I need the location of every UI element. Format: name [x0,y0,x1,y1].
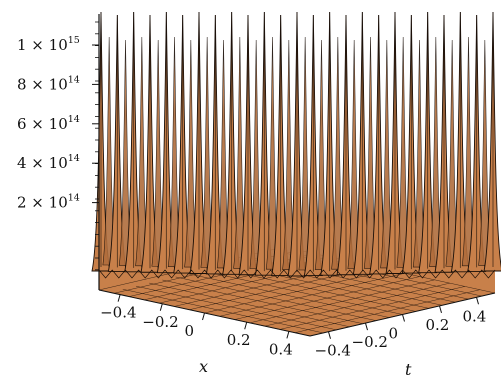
x-tick-label-0: −0.4 [100,304,136,322]
t-tick-3 [439,305,442,314]
x-tick-label-2: 0 [185,322,195,340]
floor-line-a-11 [264,282,450,327]
floor-line-a-12 [279,286,465,330]
t-tick-label-0: −0.4 [315,342,351,360]
surface-rim [98,269,496,279]
z-tick-label-2: 6 × 1014 [17,114,80,133]
floor-line-b-4 [162,279,363,324]
z-axis: 2 × 1014 4 × 1014 6 × 1014 8 × 1014 1 × 1015 [17,14,100,290]
t-axis: −0.4 −0.2 0 0.2 0.4 [309,292,496,360]
x-tick-label-1: −0.2 [142,313,178,331]
t-tick-0 [328,331,331,339]
x-tick-1 [159,303,163,311]
t-tick-label-4: 0.4 [463,307,487,325]
floor-line-b-2 [135,285,337,331]
surface [91,11,501,337]
floor-line-b-7 [201,270,403,315]
t-tick-4 [476,297,479,305]
floor-line-b-5 [175,276,377,321]
floor-line-a-13 [294,289,480,333]
z-tick-label-0: 2 × 1014 [17,193,80,212]
x-axis-label: x [199,357,208,376]
floor-line-b-6 [188,273,390,318]
x-tick-4 [286,331,290,339]
spikes [91,11,501,277]
floor-line-a-8 [219,273,405,317]
x-tick-label-4: 0.4 [269,340,293,358]
t-tick-1 [365,322,368,331]
x-tick-label-3: 0.2 [227,331,251,349]
t-tick-label-3: 0.2 [426,316,450,334]
x-tick-0 [117,294,121,302]
z-tick-label-4: 1 × 1015 [17,35,80,54]
x-tick-2 [202,312,205,321]
t-tick-2 [402,314,405,322]
floor-line-a-10 [249,279,435,324]
z-tick-label-1: 4 × 1014 [17,153,80,172]
t-tick-label-1: −0.2 [352,333,388,351]
floor-line-b-1 [122,288,324,334]
floor-line-b-3 [149,282,350,328]
t-tick-label-2: 0 [389,325,399,343]
t-axis-label: t [405,360,412,379]
x-tick-3 [244,322,248,330]
z-tick-label-3: 8 × 1014 [17,74,80,93]
floor-line-a-9 [234,276,420,320]
x-axis: −0.4 −0.2 0 0.2 0.4 [98,289,311,358]
